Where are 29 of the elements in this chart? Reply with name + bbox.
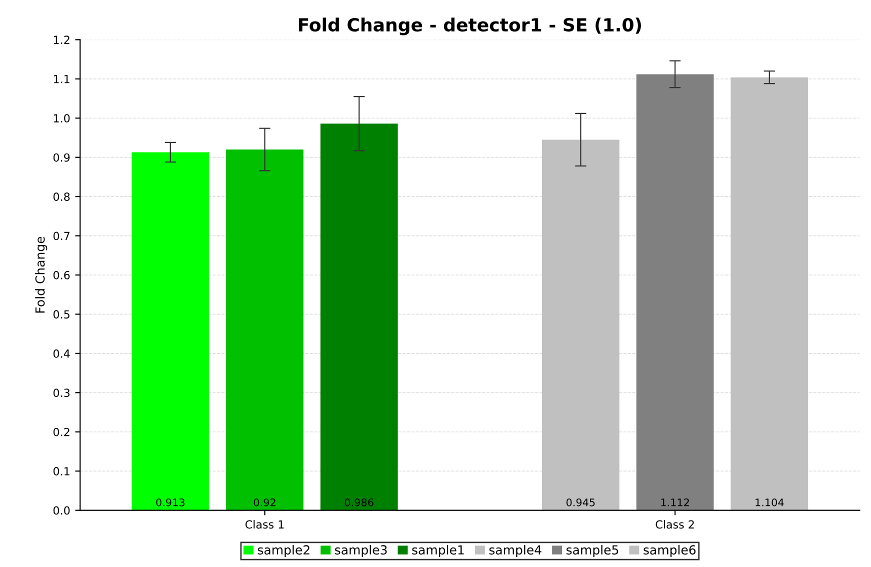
x-tick-label: Class 1 bbox=[245, 520, 284, 529]
legend-label: sample5 bbox=[566, 544, 618, 558]
y-axis-title: Fold Change bbox=[35, 236, 48, 313]
data-label: 0.92 bbox=[254, 498, 276, 506]
y-tick-label: 1.0 bbox=[54, 114, 70, 123]
y-tick-label: 0.4 bbox=[53, 349, 70, 358]
y-tick-label: 0.1 bbox=[53, 467, 70, 476]
y-tick-label: 1.1 bbox=[54, 75, 70, 84]
data-label: 1.104 bbox=[756, 498, 784, 506]
y-tick-label: 0.7 bbox=[53, 232, 70, 240]
data-label: 0.986 bbox=[344, 498, 374, 506]
data-label: 0.913 bbox=[156, 498, 184, 506]
y-tick-label: 0.8 bbox=[53, 192, 70, 201]
legend-label: sample4 bbox=[489, 544, 542, 558]
x-tick-label: Class 2 bbox=[656, 520, 694, 529]
y-tick-label: 0.0 bbox=[53, 506, 70, 515]
data-label: 1.112 bbox=[661, 498, 689, 506]
y-tick-label: 0.3 bbox=[53, 388, 70, 398]
data-label: 0.945 bbox=[566, 498, 595, 506]
y-tick-label: 0.2 bbox=[53, 428, 70, 436]
chart-title: Fold Change - detector1 - SE (1.0) bbox=[298, 18, 641, 36]
legend-label: sample1 bbox=[412, 544, 464, 558]
legend-label: sample3 bbox=[335, 544, 387, 558]
legend-label: sample6 bbox=[644, 544, 696, 558]
y-tick-label: 0.5 bbox=[53, 310, 70, 319]
y-tick-label: 1.2 bbox=[54, 36, 70, 44]
y-tick-label: 0.9 bbox=[53, 153, 70, 162]
y-tick-label: 0.6 bbox=[53, 270, 70, 280]
legend-label: sample2 bbox=[258, 544, 310, 558]
